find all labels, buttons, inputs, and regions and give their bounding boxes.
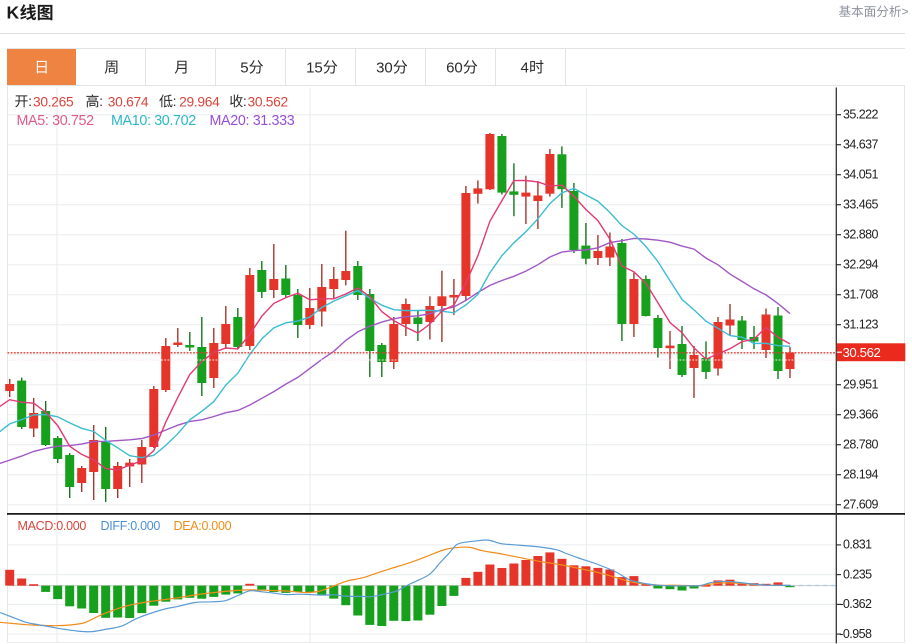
svg-text:32.294: 32.294 bbox=[843, 258, 879, 272]
svg-text::: : bbox=[173, 93, 177, 109]
svg-text:30.265: 30.265 bbox=[33, 94, 74, 109]
svg-text:MACD:0.000: MACD:0.000 bbox=[18, 519, 87, 533]
svg-text:27.609: 27.609 bbox=[843, 498, 879, 512]
svg-text:30.562: 30.562 bbox=[248, 94, 288, 109]
svg-text:MA5: 30.752: MA5: 30.752 bbox=[17, 113, 95, 129]
svg-text:29.366: 29.366 bbox=[843, 408, 879, 422]
svg-text:34.637: 34.637 bbox=[843, 138, 879, 152]
svg-text:MA20: 31.333: MA20: 31.333 bbox=[210, 113, 295, 129]
svg-text:35.222: 35.222 bbox=[843, 108, 879, 122]
svg-text:-0.958: -0.958 bbox=[839, 627, 872, 641]
svg-text:0.235: 0.235 bbox=[843, 567, 872, 581]
svg-text:33.465: 33.465 bbox=[843, 198, 879, 212]
svg-text:29.964: 29.964 bbox=[179, 94, 220, 109]
svg-text:60: 60 bbox=[446, 60, 463, 77]
svg-text:29.951: 29.951 bbox=[843, 378, 879, 392]
svg-text:0.831: 0.831 bbox=[843, 538, 872, 552]
svg-text:31.123: 31.123 bbox=[843, 318, 879, 332]
svg-text:32.880: 32.880 bbox=[843, 228, 879, 242]
svg-text::: : bbox=[243, 93, 247, 109]
svg-text::: : bbox=[28, 93, 32, 109]
svg-text:30.674: 30.674 bbox=[108, 94, 149, 109]
svg-text:DEA:0.000: DEA:0.000 bbox=[174, 519, 232, 533]
svg-text:30: 30 bbox=[376, 60, 393, 77]
svg-text::: : bbox=[99, 93, 103, 109]
svg-text:31.708: 31.708 bbox=[843, 288, 879, 302]
svg-text:28.194: 28.194 bbox=[843, 468, 879, 482]
svg-text:>: > bbox=[902, 5, 909, 19]
svg-text:30.562: 30.562 bbox=[843, 345, 881, 360]
svg-text:MA10: 30.702: MA10: 30.702 bbox=[111, 113, 196, 129]
svg-text:-0.362: -0.362 bbox=[839, 597, 872, 611]
svg-text:K: K bbox=[7, 3, 20, 23]
svg-text:DIFF:0.000: DIFF:0.000 bbox=[101, 519, 161, 533]
svg-text:34.051: 34.051 bbox=[843, 168, 879, 182]
svg-text:4: 4 bbox=[521, 60, 529, 77]
svg-text:15: 15 bbox=[306, 60, 323, 77]
svg-text:5: 5 bbox=[240, 60, 248, 77]
svg-text:28.780: 28.780 bbox=[843, 438, 879, 452]
